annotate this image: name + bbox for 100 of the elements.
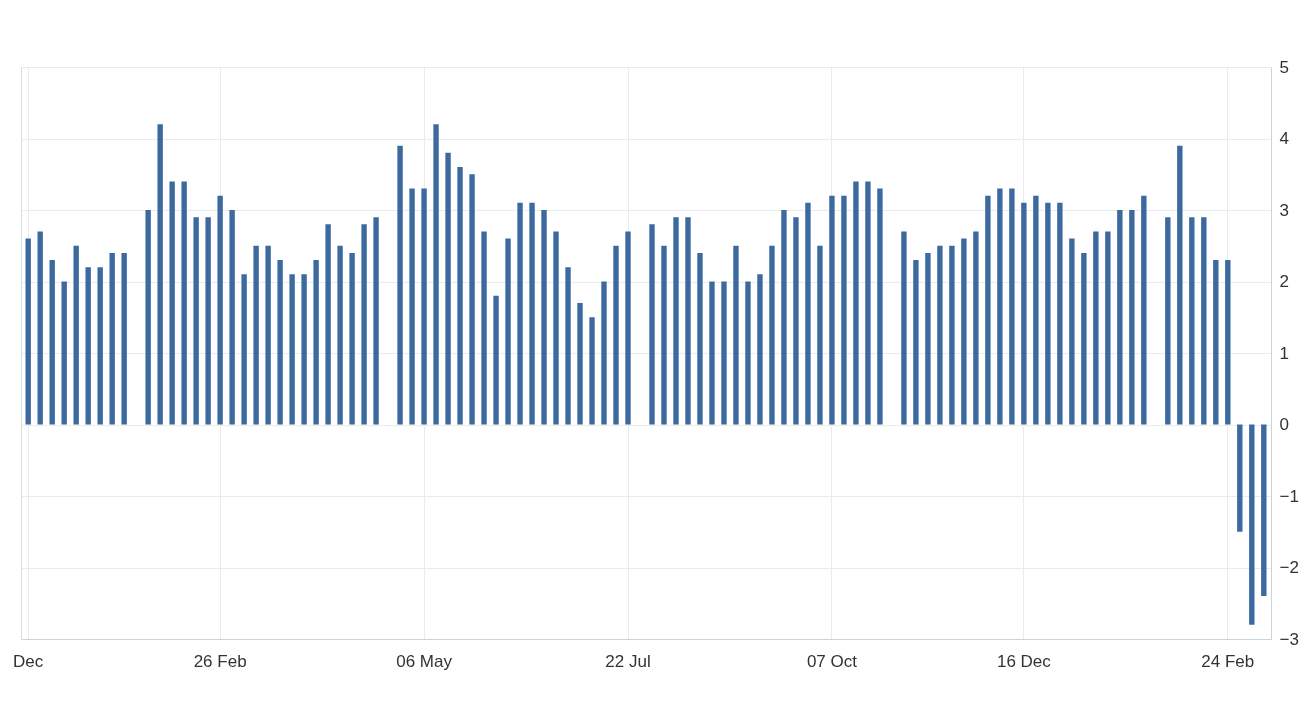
bar bbox=[145, 210, 151, 425]
x-tick-label: 07 Oct bbox=[806, 651, 858, 671]
bar bbox=[1009, 188, 1015, 425]
bar bbox=[505, 238, 511, 425]
bar bbox=[793, 217, 799, 425]
bar bbox=[589, 317, 595, 425]
bar bbox=[433, 124, 439, 425]
bar bbox=[901, 231, 907, 425]
x-tick-label: 06 May bbox=[396, 651, 453, 671]
bar bbox=[85, 267, 91, 425]
bar bbox=[577, 302, 583, 425]
bar bbox=[493, 295, 499, 425]
bar bbox=[817, 245, 823, 425]
bar bbox=[61, 281, 67, 425]
x-tick-label: 16 Dec bbox=[996, 651, 1052, 671]
bar bbox=[49, 260, 55, 425]
bar bbox=[781, 210, 787, 425]
bar bbox=[865, 181, 871, 425]
bar bbox=[193, 217, 199, 425]
bar bbox=[553, 231, 559, 425]
x-tick-label: 24 Feb bbox=[1201, 651, 1255, 671]
bar bbox=[1189, 217, 1195, 425]
bar bbox=[1033, 195, 1039, 425]
bar bbox=[181, 181, 187, 425]
bar bbox=[1225, 260, 1231, 425]
bar bbox=[721, 281, 727, 425]
bar bbox=[517, 202, 523, 425]
x-tick-label: 26 Feb bbox=[193, 651, 247, 671]
bar bbox=[373, 217, 379, 425]
bar bbox=[205, 217, 211, 425]
bar bbox=[289, 274, 295, 425]
bar bbox=[1165, 217, 1171, 425]
y-tick-label: 1 bbox=[1279, 343, 1289, 363]
y-tick-label: −1 bbox=[1279, 486, 1299, 506]
bar bbox=[709, 281, 715, 425]
bar bbox=[925, 252, 931, 425]
bar bbox=[1213, 260, 1219, 425]
bar bbox=[1081, 252, 1087, 425]
bar bbox=[529, 202, 535, 425]
bar bbox=[877, 188, 883, 425]
bar bbox=[937, 245, 943, 425]
bar bbox=[241, 274, 247, 425]
bar bbox=[853, 181, 859, 425]
bar bbox=[661, 245, 667, 425]
bar bbox=[985, 195, 991, 425]
bar bbox=[361, 224, 367, 425]
y-tick-label: 5 bbox=[1279, 57, 1289, 77]
bar bbox=[601, 281, 607, 425]
bar bbox=[829, 195, 835, 425]
bar bbox=[157, 124, 163, 425]
bar bbox=[337, 245, 343, 425]
bar bbox=[1141, 195, 1147, 425]
bar bbox=[541, 210, 547, 425]
bar bbox=[949, 245, 955, 425]
x-tick-label: 22 Jul bbox=[605, 651, 651, 671]
y-tick-label: 4 bbox=[1279, 129, 1289, 148]
bar bbox=[1237, 424, 1243, 532]
bar bbox=[685, 217, 691, 425]
bar bbox=[481, 231, 487, 425]
bar bbox=[649, 224, 655, 425]
bar bbox=[253, 245, 259, 425]
bar bbox=[913, 260, 919, 425]
bar bbox=[1129, 210, 1135, 425]
bar bbox=[733, 245, 739, 425]
bar bbox=[421, 188, 427, 425]
bar bbox=[1201, 217, 1207, 425]
bar bbox=[397, 145, 403, 425]
bar bbox=[265, 245, 271, 425]
bar bbox=[277, 260, 283, 425]
bar bbox=[1117, 210, 1123, 425]
bar bbox=[301, 274, 307, 425]
bar bbox=[349, 252, 355, 425]
bar bbox=[1177, 145, 1183, 425]
bar bbox=[805, 202, 811, 425]
bar bbox=[1057, 202, 1063, 425]
bar bbox=[673, 217, 679, 425]
bar bbox=[961, 238, 967, 425]
bar bbox=[1105, 231, 1111, 425]
bar bbox=[97, 267, 103, 425]
bar bbox=[169, 181, 175, 425]
bar bbox=[625, 231, 631, 425]
bar bbox=[469, 174, 475, 425]
bar bbox=[121, 252, 127, 425]
bar bbox=[1045, 202, 1051, 425]
bar bbox=[997, 188, 1003, 425]
bar bbox=[1249, 424, 1255, 625]
bar bbox=[757, 274, 763, 425]
bar bbox=[841, 195, 847, 425]
bar bbox=[37, 231, 43, 425]
bar bbox=[769, 245, 775, 425]
bar bbox=[457, 167, 463, 425]
bar bbox=[697, 252, 703, 425]
bar bbox=[313, 260, 319, 425]
bar bbox=[1261, 424, 1267, 597]
bar bbox=[613, 245, 619, 425]
bar bbox=[217, 195, 223, 425]
bar bbox=[25, 238, 31, 425]
bar bbox=[73, 245, 79, 425]
bar bbox=[1021, 202, 1027, 425]
bar bbox=[445, 152, 451, 425]
